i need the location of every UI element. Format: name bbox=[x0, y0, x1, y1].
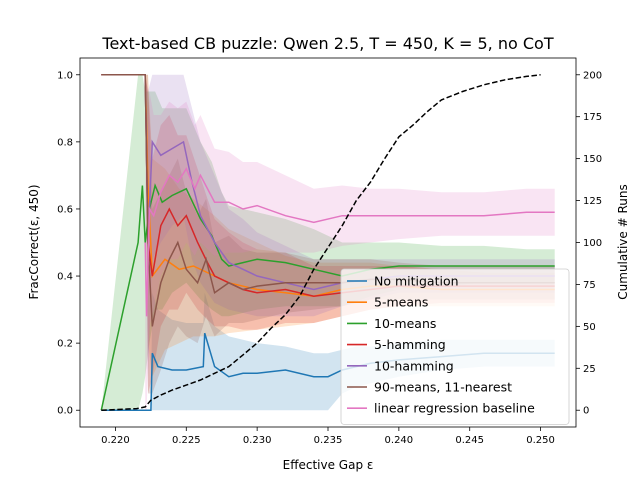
90-means-11-nearest-band bbox=[101, 74, 555, 394]
y-tick-label: 0.6 bbox=[57, 204, 73, 215]
x-tick-label: 0.220 bbox=[101, 435, 130, 446]
x-tick-label: 0.245 bbox=[455, 435, 484, 446]
right-y-tick-label: 75 bbox=[583, 280, 596, 291]
legend-label-no-mitigation: No mitigation bbox=[374, 274, 459, 289]
x-tick-label: 0.250 bbox=[526, 435, 555, 446]
series-lines bbox=[100, 74, 555, 411]
legend-label-90-means-11-nearest: 90-means, 11-nearest bbox=[374, 380, 512, 395]
linear-regression-baseline-line bbox=[144, 167, 555, 317]
y-axis-ticks: 0.0 0.2 0.4 0.6 0.8 1.0 bbox=[57, 70, 80, 417]
y-tick-label: 0.2 bbox=[57, 339, 73, 350]
legend-label-linear-regression-baseline: linear regression baseline bbox=[374, 401, 535, 416]
y-tick-label: 1.0 bbox=[57, 70, 73, 81]
right-y-axis-ticks: 0 25 50 75 100 125 150 175 200 bbox=[576, 70, 602, 417]
right-y-tick-label: 175 bbox=[583, 112, 602, 123]
legend-label-10-hamming: 10-hamming bbox=[374, 358, 454, 373]
10-means-band bbox=[101, 74, 555, 411]
right-y-tick-label: 50 bbox=[583, 322, 596, 333]
chart-title: Text-based CB puzzle: Qwen 2.5, T = 450,… bbox=[101, 34, 553, 53]
right-y-tick-label: 125 bbox=[583, 196, 602, 207]
x-axis-label: Effective Gap ε bbox=[283, 458, 374, 472]
legend: No mitigation 5-means 10-means 5-hamming 10-… bbox=[340, 268, 570, 425]
right-y-tick-label: 150 bbox=[583, 154, 602, 165]
right-y-tick-label: 0 bbox=[583, 406, 589, 417]
x-tick-label: 0.230 bbox=[243, 435, 272, 446]
legend-label-5-hamming: 5-hamming bbox=[374, 337, 446, 352]
y-axis-label: FracCorrect(ε, 450) bbox=[27, 184, 41, 299]
y-tick-label: 0.4 bbox=[57, 272, 73, 283]
no-mitigation-band bbox=[101, 292, 555, 411]
right-y-tick-label: 25 bbox=[583, 364, 596, 375]
5-hamming-band bbox=[101, 74, 555, 394]
right-y-tick-label: 200 bbox=[583, 70, 602, 81]
legend-label-10-means: 10-means bbox=[374, 316, 436, 331]
right-y-axis-label: Cumulative # Runs bbox=[616, 184, 630, 299]
10-hamming-band bbox=[101, 74, 555, 377]
linear-regression-baseline-band bbox=[145, 74, 555, 411]
y-tick-label: 0.8 bbox=[57, 137, 73, 148]
cumulative-runs-line bbox=[101, 74, 541, 411]
right-y-tick-label: 100 bbox=[583, 238, 602, 249]
x-tick-label: 0.225 bbox=[172, 435, 201, 446]
y-tick-label: 0.0 bbox=[57, 406, 73, 417]
x-tick-label: 0.240 bbox=[385, 435, 414, 446]
legend-box bbox=[340, 268, 570, 425]
x-tick-label: 0.235 bbox=[314, 435, 343, 446]
x-axis-ticks: 0.220 0.225 0.230 0.235 0.240 0.245 0.250 bbox=[101, 427, 555, 446]
legend-label-5-means: 5-means bbox=[374, 295, 428, 310]
